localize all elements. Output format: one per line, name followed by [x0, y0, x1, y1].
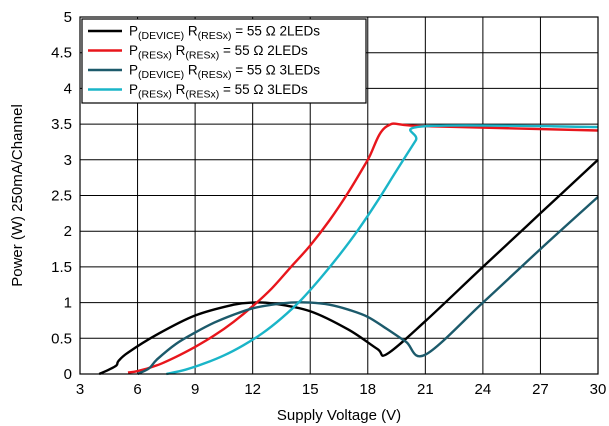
series-line-4	[166, 124, 599, 376]
y-tick-label: 3.5	[51, 116, 72, 133]
x-tick-label: 27	[532, 381, 549, 398]
series-layer	[98, 122, 599, 376]
y-tick-label: 4	[64, 80, 72, 97]
legend-entry-4: P(RESx) R(RESx) = 55 Ω 3LEDs	[129, 82, 308, 101]
x-tick-label: 30	[590, 381, 607, 398]
plot-frame	[79, 16, 599, 375]
legend-entry-3: P(DEVICE) R(RESx) = 55 Ω 3LEDs	[129, 63, 320, 82]
series-line-2	[127, 122, 599, 374]
y-tick-label: 1	[64, 295, 72, 312]
x-tick-label: 21	[417, 381, 434, 398]
x-tick-label: 15	[302, 381, 319, 398]
y-tick-label: 1.5	[51, 259, 72, 276]
y-tick-label: 5	[64, 9, 72, 26]
tick-labels: 3 6 9 12 15 18 21 24 27 30 0 0.5 1 1.5 2 2.5 3 3.5 4 4.5 5	[51, 9, 606, 398]
x-tick-label: 9	[191, 381, 199, 398]
y-tick-label: 3	[64, 152, 72, 169]
y-tick-label: 4.5	[51, 45, 72, 62]
x-tick-label: 18	[359, 381, 376, 398]
legend-entry-1: P(DEVICE) R(RESx) = 55 Ω 2LEDs	[129, 24, 320, 43]
y-tick-label: 2	[64, 223, 72, 240]
legend-box	[81, 18, 367, 104]
x-tick-label: 3	[76, 381, 84, 398]
y-tick-label: 0	[64, 366, 72, 383]
y-tick-label: 0.5	[51, 330, 72, 347]
x-tick-label: 24	[475, 381, 492, 398]
x-axis-label: Supply Voltage (V)	[277, 407, 401, 424]
y-axis-label: Power (W) 250mA/Channel	[9, 104, 26, 287]
x-tick-label: 6	[133, 381, 141, 398]
series-line-1	[98, 158, 599, 376]
series-line-3	[137, 196, 599, 376]
legend-entry-2: P(RESx) R(RESx) = 55 Ω 2LEDs	[129, 43, 308, 62]
x-tick-label: 12	[244, 381, 261, 398]
y-tick-label: 2.5	[51, 188, 72, 205]
